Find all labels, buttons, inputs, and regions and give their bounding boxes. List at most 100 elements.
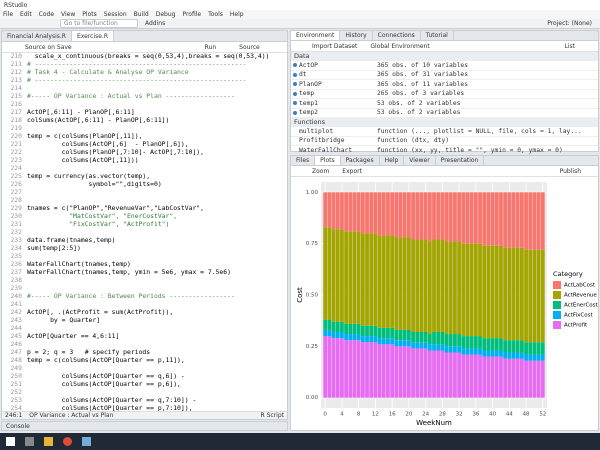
menu-item[interactable]: Session xyxy=(103,11,127,18)
code-line: 230 "MatCostVar", "EnerCostVar", xyxy=(2,212,287,220)
line-number: 252 xyxy=(10,388,22,396)
bar-segment xyxy=(411,192,415,240)
plot-button[interactable]: Export xyxy=(342,167,362,175)
env-tab[interactable]: History xyxy=(340,31,373,40)
editor-button[interactable]: Source on Save xyxy=(25,43,72,51)
menu-item[interactable]: Code xyxy=(38,11,55,18)
bar-segment xyxy=(327,192,332,228)
legend-title: Category xyxy=(553,270,583,278)
bar-segment xyxy=(373,342,378,398)
code-line: 219 xyxy=(2,124,287,132)
bar-segment xyxy=(427,334,432,345)
env-row[interactable]: temp2 53 obs. of 2 variables xyxy=(291,109,598,118)
menu-item[interactable]: View xyxy=(61,11,76,18)
console-tab[interactable]: Console xyxy=(1,421,288,431)
bar-segment xyxy=(407,346,411,398)
line-number: 245 xyxy=(10,332,22,340)
bar-segment xyxy=(402,237,407,330)
bar-segment xyxy=(444,352,449,398)
bar-segment xyxy=(407,192,411,238)
menu-item[interactable]: Tools xyxy=(208,11,223,18)
plot-button[interactable]: Zoom xyxy=(312,167,330,175)
env-row[interactable]: temp 265 obs. of 3 variables xyxy=(291,90,598,99)
code-line: 240 #----- OP Variance : Between Periods … xyxy=(2,292,287,300)
bar-segment xyxy=(469,348,474,355)
bar-segment xyxy=(436,350,441,398)
env-toolbar: Import Dataset Global Environment List xyxy=(291,41,598,52)
editor-tab[interactable]: Exercise.R xyxy=(71,31,115,41)
env-button[interactable]: List xyxy=(564,42,576,50)
line-number: 225 xyxy=(10,172,22,180)
goto-box[interactable]: Go to file/function xyxy=(60,19,138,28)
menu-item[interactable]: File xyxy=(3,11,14,18)
menu-item[interactable]: Build xyxy=(133,11,149,18)
y-tick-label: 0.75 xyxy=(306,241,319,247)
editor-tab[interactable]: Financial Analysis.R xyxy=(2,31,72,41)
legend-label: ActRevenue xyxy=(564,293,597,299)
menu-item[interactable]: Edit xyxy=(20,11,32,18)
bar-segment xyxy=(457,192,461,242)
bar-segment xyxy=(465,192,470,244)
env-value: 365 obs. of 11 variables xyxy=(377,80,468,88)
code-line: 254 colSums(ActOP[Quarter == p,7:10]), xyxy=(2,404,287,412)
plot-tab[interactable]: Help xyxy=(380,156,405,165)
plot-tab[interactable]: Packages xyxy=(341,156,380,165)
line-number: 233 xyxy=(10,236,22,244)
start-icon[interactable] xyxy=(6,437,15,446)
env-button[interactable]: Global Environment xyxy=(370,42,430,50)
bar-segment xyxy=(436,239,441,332)
browser-icon[interactable] xyxy=(63,437,72,446)
menu-item[interactable]: Help xyxy=(229,11,244,18)
x-tick-label: 24 xyxy=(422,412,429,418)
file-type: R Script xyxy=(260,412,284,419)
rstudio-icon[interactable] xyxy=(82,437,91,446)
env-row[interactable]: multiplot function (..., plotlist = NULL,… xyxy=(291,127,598,137)
bar-segment xyxy=(394,192,399,238)
code-line: 221 colSums(ActOP[,6] - PlanOP[,6]), xyxy=(2,140,287,148)
menu-item[interactable]: Profile xyxy=(182,11,202,18)
folder-icon[interactable] xyxy=(44,437,53,446)
addins[interactable]: Addins xyxy=(145,20,166,27)
menu-item[interactable]: Plots xyxy=(82,11,97,18)
bar-segment xyxy=(490,338,495,351)
env-row[interactable]: Profitbridge function (dtx, dty) xyxy=(291,137,598,146)
bar-segment xyxy=(432,331,436,345)
bar-segment xyxy=(398,237,403,330)
plot-tabs: Files Plots Packages Help Viewer Presentation xyxy=(291,156,598,166)
env-row[interactable]: ActOP 365 obs. of 10 variables xyxy=(291,61,598,71)
env-row[interactable]: PlanOP 365 obs. of 11 variables xyxy=(291,80,598,90)
project[interactable]: Project: (None) xyxy=(547,20,592,27)
code-line: 253 colSums(ActOP[Quarter == q,7:10]) - xyxy=(2,396,287,404)
bar-segment xyxy=(415,192,420,240)
console-label[interactable]: Console xyxy=(6,422,30,430)
x-axis-label: WeekNum xyxy=(416,419,452,427)
plot-button[interactable]: Publish xyxy=(559,167,581,175)
env-tab[interactable]: Environment xyxy=(291,31,341,40)
editor-button[interactable]: Source xyxy=(239,43,260,51)
bar-segment xyxy=(344,192,348,232)
env-button[interactable]: Import Dataset xyxy=(312,42,358,50)
plot-tab[interactable]: Presentation xyxy=(436,156,485,165)
legend-label: ActProfit xyxy=(564,323,588,329)
bar-segment xyxy=(444,241,449,335)
editor-button[interactable]: Run xyxy=(204,43,217,51)
bar-segment xyxy=(453,352,457,398)
plot-tab[interactable]: Viewer xyxy=(404,156,436,165)
app-icon[interactable] xyxy=(25,437,34,446)
plot-tab[interactable]: Plots xyxy=(315,156,341,165)
plot-tab[interactable]: Files xyxy=(291,156,316,165)
code-line: 244 xyxy=(2,324,287,332)
bar-segment xyxy=(528,192,533,250)
env-tab[interactable]: Connections xyxy=(373,31,421,40)
menu-item[interactable]: Debug xyxy=(155,11,176,18)
code-line: 251 colSums(ActOP[Quarter == p,6]), xyxy=(2,380,287,388)
x-tick-label: 12 xyxy=(372,412,379,418)
bar-segment xyxy=(494,192,499,246)
bar-segment xyxy=(411,239,415,332)
env-row[interactable]: temp1 53 obs. of 2 variables xyxy=(291,99,598,109)
env-tab[interactable]: Tutorial xyxy=(421,31,454,40)
code-line: 242 ActOP[, .(ActProfit = sum(ActProfit))… xyxy=(2,308,287,316)
env-icon xyxy=(293,63,297,68)
code-text: symbol="",digits=0) xyxy=(27,180,162,188)
env-row[interactable]: dt 365 obs. of 31 variables xyxy=(291,71,598,80)
